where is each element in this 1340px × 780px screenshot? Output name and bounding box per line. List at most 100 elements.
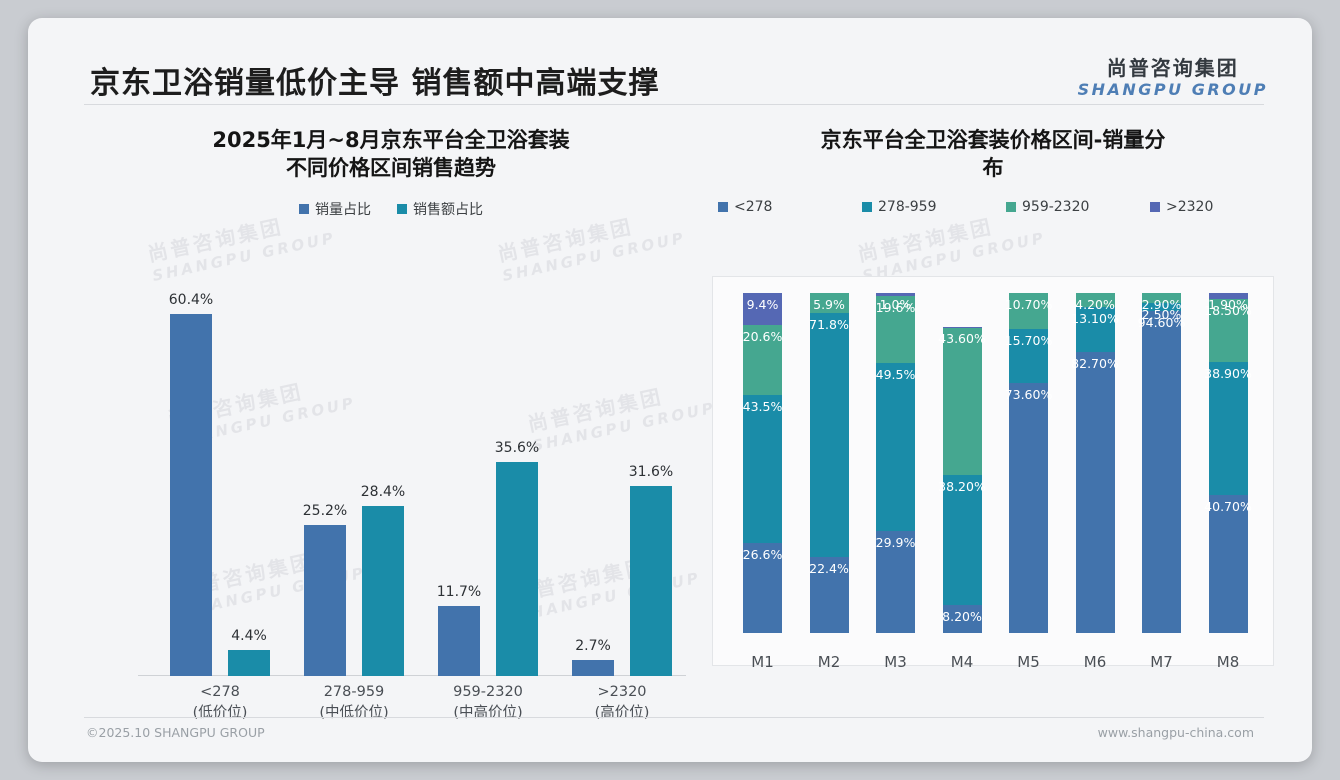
legend-item-<278[interactable]: <278 — [718, 199, 836, 215]
bar-column[interactable]: 25.2% — [303, 286, 347, 676]
bar-group: 25.2% 28.4% — [296, 286, 412, 676]
slide-header: 京东卫浴销量低价主导 销售额中高端支撑 尚普咨询集团 SHANGPU GROUP — [28, 18, 1312, 118]
slide-canvas: 尚普咨询集团 SHANGPU GROUP 尚普咨询集团 SHANGPU GROU… — [28, 18, 1312, 762]
bar-column[interactable]: 28.4% — [361, 286, 405, 676]
x-axis-month-label: M2 — [817, 653, 841, 671]
x-axis-category-sublabel: (高价位) — [594, 705, 650, 722]
legend-label: <278 — [734, 198, 773, 215]
left-chart-panel: 2025年1月~8月京东平台全卫浴套装 不同价格区间销售趋势 销量占比 销售额占比… — [84, 126, 698, 721]
stacked-bar-segment[interactable]: 26.6% — [742, 542, 783, 633]
segment-value-label: 26.6% — [742, 546, 783, 562]
stacked-bar-segment[interactable]: 40.70% — [1204, 494, 1252, 633]
x-axis-month-label: M8 — [1216, 653, 1240, 671]
legend-item-278-959[interactable]: 278-959 — [862, 199, 980, 215]
bar-group: 11.7% 35.6% — [430, 286, 546, 676]
stacked-bar-segment[interactable]: 20.6% — [743, 324, 782, 395]
bar-value-label: 31.6% — [628, 464, 674, 481]
bar-column[interactable]: 60.4% — [169, 286, 213, 676]
segment-value-label: 4.20% — [1075, 297, 1115, 313]
segment-value-label: 2.50% — [1141, 306, 1182, 322]
bar-column[interactable]: 35.6% — [494, 286, 540, 676]
stacked-bar-group: 8.20% 38.20% 43.60% — [929, 293, 996, 633]
segment-value-label: 19.6% — [875, 300, 916, 316]
segment-value-label: 8.20% — [942, 609, 982, 625]
bar-rect[interactable] — [438, 605, 480, 676]
footer-divider — [84, 717, 1264, 718]
stacked-bar-segment[interactable]: 19.6% — [875, 296, 916, 364]
right-chart-card: 26.6% 43.5% 20.6% 9.4% M1 22.4% 71.8% 5.9% M2 29.… — [712, 276, 1274, 671]
segment-value-label: 5.9% — [813, 296, 845, 312]
x-axis-month-label: M3 — [884, 653, 907, 671]
stacked-bar-segment[interactable]: 38.90% — [1204, 362, 1252, 495]
stacked-bar-group: 40.70% 38.90% 18.50% 1.90% — [1195, 293, 1262, 633]
right-chart-title-line2: 布 — [982, 156, 1004, 181]
stacked-bar[interactable]: 26.6% 43.5% 20.6% 9.4% — [743, 293, 782, 633]
stacked-bar-segment[interactable]: 8.20% — [942, 605, 982, 633]
stacked-bar-segment[interactable]: 18.50% — [1204, 299, 1252, 363]
segment-value-label: 82.70% — [1071, 355, 1119, 371]
segment-value-label: 29.9% — [875, 535, 916, 551]
stacked-bar-segment[interactable]: 82.70% — [1071, 351, 1119, 633]
stacked-bar[interactable]: 29.9% 49.5% 19.6% 1.0% — [876, 293, 915, 633]
bar-group: 60.4% 4.4% — [162, 286, 278, 676]
stacked-bar-segment[interactable]: 22.4% — [809, 556, 849, 633]
bar-rect[interactable] — [362, 505, 404, 676]
segment-value-label: 18.50% — [1204, 303, 1252, 319]
bar-rect[interactable] — [496, 462, 538, 676]
stacked-bar-segment[interactable]: 1.0% — [876, 293, 915, 312]
stacked-bar-segment[interactable]: 43.60% — [938, 327, 986, 476]
legend-label: 销量占比 — [315, 201, 371, 218]
bar-rect[interactable] — [170, 313, 212, 676]
legend-item-销售额占比[interactable]: 销售额占比 — [397, 199, 483, 219]
right-chart-title-line1: 京东平台全卫浴套装价格区间-销量分 — [820, 128, 1166, 152]
legend-item-959-2320[interactable]: 959-2320 — [1006, 199, 1124, 215]
stacked-bar[interactable]: 22.4% 71.8% 5.9% — [809, 292, 849, 633]
segment-value-label: 1.90% — [1208, 297, 1248, 313]
stacked-bar-segment[interactable]: 49.5% — [876, 363, 915, 532]
legend-item->2320[interactable]: >2320 — [1150, 199, 1268, 215]
bar-column[interactable]: 4.4% — [228, 286, 270, 676]
stacked-bar-group: 22.4% 71.8% 5.9% — [796, 292, 863, 633]
segment-value-label: 43.5% — [742, 398, 783, 414]
brand-logo: 尚普咨询集团 SHANGPU GROUP — [1078, 58, 1268, 98]
bar-rect[interactable] — [630, 486, 672, 676]
stacked-bar-segment[interactable]: 4.20% — [1075, 293, 1115, 312]
bar-rect[interactable] — [572, 659, 614, 676]
stacked-bar-segment[interactable]: 15.70% — [1005, 329, 1052, 383]
stacked-bar-segment[interactable]: 2.50% — [1142, 302, 1181, 322]
stacked-bar[interactable]: 94.60% 2.50% 2.90% — [1138, 293, 1185, 633]
legend-swatch-icon — [718, 201, 728, 212]
stacked-bar[interactable]: 40.70% 38.90% 18.50% 1.90% — [1204, 293, 1252, 633]
bar-value-label: 11.7% — [436, 583, 482, 600]
stacked-bar-segment[interactable]: 38.20% — [938, 475, 986, 606]
stacked-bar-segment[interactable]: 13.10% — [1071, 307, 1119, 352]
stacked-bar-segment[interactable]: 29.9% — [876, 531, 915, 633]
legend-swatch-icon — [1006, 201, 1016, 212]
segment-value-label: 40.70% — [1204, 498, 1252, 514]
bar-rect[interactable] — [304, 524, 346, 676]
stacked-bar-segment[interactable]: 73.60% — [1005, 382, 1052, 633]
segment-value-label: 71.8% — [809, 317, 849, 333]
stacked-bar[interactable]: 73.60% 15.70% 10.70% — [1005, 293, 1052, 633]
stacked-bar-segment[interactable]: 43.5% — [742, 394, 783, 543]
bar-rect[interactable] — [228, 649, 270, 676]
stacked-bar-segment[interactable]: 71.8% — [809, 313, 849, 557]
bar-column[interactable]: 11.7% — [436, 286, 482, 676]
stacked-bar-segment[interactable]: 94.60% — [1138, 311, 1185, 633]
stacked-bar-segment[interactable]: 2.90% — [1142, 293, 1181, 312]
bar-column[interactable]: 2.7% — [572, 286, 614, 676]
legend-item-销量占比[interactable]: 销量占比 — [299, 199, 371, 219]
legend-swatch-icon — [862, 201, 872, 212]
stacked-bar-segment[interactable]: 1.90% — [1208, 293, 1248, 312]
stacked-bar-segment[interactable]: 5.9% — [809, 292, 849, 314]
bar-column[interactable]: 31.6% — [628, 286, 674, 676]
stacked-bar-segment[interactable]: 9.4% — [743, 293, 782, 325]
left-chart-plot: 60.4% 4.4% <278 (低价位) 25.2% 28.4% 278-959 (中低价位… — [138, 286, 686, 721]
stacked-bar-segment[interactable]: 10.70% — [1005, 293, 1052, 330]
segment-value-label: 38.20% — [938, 479, 986, 495]
x-axis-month-label: M7 — [1150, 653, 1173, 671]
stacked-bar[interactable]: 8.20% 38.20% 43.60% — [938, 293, 986, 633]
bar-value-label: 35.6% — [494, 440, 540, 457]
stacked-bar[interactable]: 82.70% 13.10% 4.20% — [1071, 293, 1119, 633]
segment-value-label: 10.70% — [1004, 297, 1053, 313]
